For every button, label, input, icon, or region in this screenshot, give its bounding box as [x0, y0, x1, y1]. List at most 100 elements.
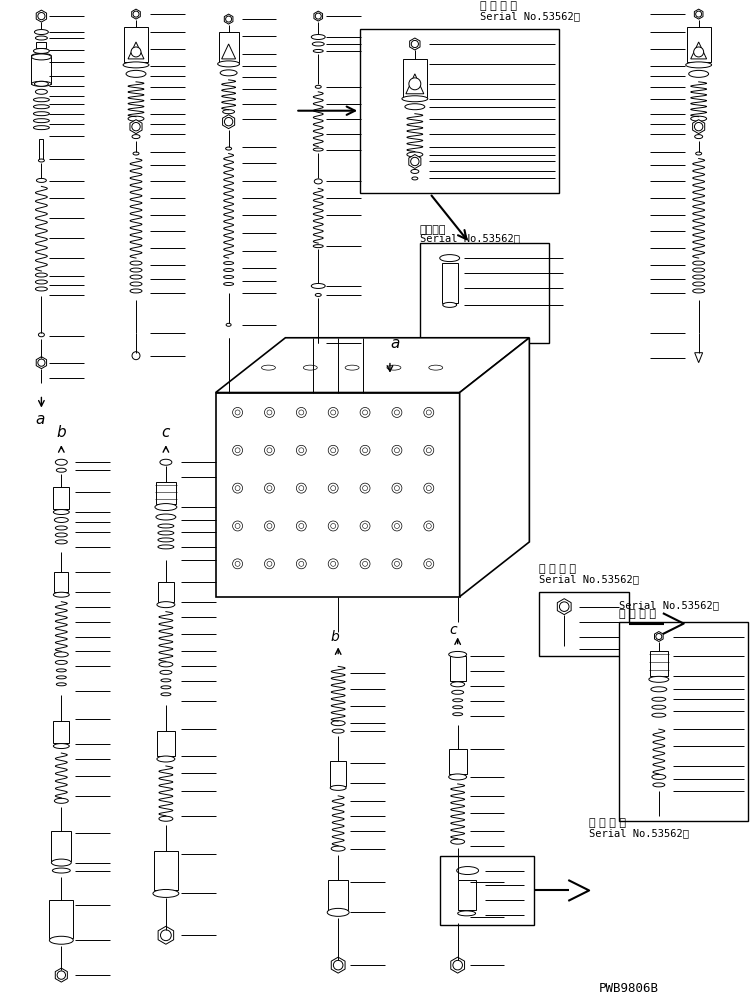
Circle shape: [297, 445, 307, 455]
Bar: [156, 482, 176, 504]
Bar: [458, 880, 476, 910]
Ellipse shape: [33, 105, 49, 109]
Text: PWB9806B: PWB9806B: [599, 982, 659, 995]
Ellipse shape: [52, 868, 70, 873]
Bar: [219, 32, 239, 62]
Ellipse shape: [130, 261, 142, 265]
Ellipse shape: [457, 867, 479, 875]
Ellipse shape: [692, 275, 704, 279]
Text: c: c: [161, 425, 169, 440]
Polygon shape: [451, 957, 464, 973]
Circle shape: [161, 930, 171, 941]
Ellipse shape: [331, 721, 345, 726]
Text: 適 用 号 機: 適 用 号 機: [479, 1, 516, 11]
Ellipse shape: [652, 705, 666, 709]
Ellipse shape: [445, 913, 470, 921]
Ellipse shape: [407, 152, 423, 157]
Text: 適 用 号 機: 適 用 号 機: [589, 818, 626, 828]
Ellipse shape: [405, 104, 425, 110]
Ellipse shape: [330, 785, 346, 790]
Ellipse shape: [223, 282, 233, 285]
Ellipse shape: [691, 116, 707, 121]
Circle shape: [392, 407, 402, 417]
Ellipse shape: [458, 911, 476, 916]
Ellipse shape: [35, 36, 48, 40]
Ellipse shape: [35, 280, 48, 284]
Ellipse shape: [35, 287, 48, 291]
Ellipse shape: [130, 282, 142, 286]
Ellipse shape: [402, 96, 428, 102]
Ellipse shape: [158, 538, 174, 542]
Ellipse shape: [54, 744, 69, 749]
Circle shape: [427, 486, 431, 491]
Polygon shape: [224, 14, 233, 24]
Ellipse shape: [33, 126, 49, 130]
Bar: [51, 831, 71, 861]
Ellipse shape: [32, 54, 51, 60]
Ellipse shape: [448, 651, 467, 657]
Circle shape: [334, 960, 343, 970]
Polygon shape: [314, 11, 322, 21]
Circle shape: [297, 483, 307, 493]
Circle shape: [427, 523, 431, 528]
Ellipse shape: [692, 282, 704, 286]
Bar: [403, 59, 427, 97]
Circle shape: [226, 16, 232, 22]
Circle shape: [267, 410, 272, 415]
Circle shape: [297, 559, 307, 569]
Circle shape: [362, 523, 368, 528]
Circle shape: [264, 559, 274, 569]
Circle shape: [299, 486, 304, 491]
Ellipse shape: [223, 110, 235, 114]
Circle shape: [394, 523, 399, 528]
Polygon shape: [408, 155, 421, 168]
Circle shape: [392, 483, 402, 493]
Bar: [448, 749, 467, 774]
Ellipse shape: [161, 679, 171, 682]
Ellipse shape: [332, 729, 344, 733]
Bar: [216, 393, 460, 597]
Ellipse shape: [316, 85, 321, 88]
Ellipse shape: [35, 30, 48, 35]
Circle shape: [360, 559, 370, 569]
Ellipse shape: [686, 62, 712, 68]
Ellipse shape: [49, 936, 73, 944]
Bar: [539, 592, 629, 656]
Circle shape: [328, 559, 338, 569]
Ellipse shape: [689, 70, 709, 77]
Ellipse shape: [130, 289, 142, 293]
Ellipse shape: [692, 289, 704, 293]
Ellipse shape: [32, 53, 51, 58]
Ellipse shape: [33, 98, 49, 102]
Bar: [54, 572, 68, 592]
Circle shape: [233, 521, 242, 531]
Circle shape: [453, 960, 463, 970]
Polygon shape: [557, 599, 571, 615]
Ellipse shape: [345, 365, 359, 370]
Circle shape: [297, 521, 307, 531]
Ellipse shape: [57, 468, 66, 472]
Circle shape: [132, 122, 140, 131]
Ellipse shape: [55, 660, 67, 664]
Circle shape: [694, 47, 704, 57]
Circle shape: [264, 521, 274, 531]
Circle shape: [224, 117, 233, 126]
Bar: [328, 880, 348, 910]
Bar: [124, 27, 148, 62]
Ellipse shape: [161, 686, 171, 689]
Text: Serial No.53562～: Serial No.53562～: [479, 11, 580, 21]
Ellipse shape: [54, 518, 68, 522]
Circle shape: [57, 971, 66, 979]
Circle shape: [360, 407, 370, 417]
Circle shape: [316, 13, 321, 19]
Circle shape: [424, 483, 434, 493]
Ellipse shape: [453, 699, 463, 702]
Ellipse shape: [652, 774, 666, 779]
Ellipse shape: [692, 261, 704, 265]
Ellipse shape: [311, 35, 325, 40]
Circle shape: [427, 561, 431, 566]
Polygon shape: [36, 10, 47, 22]
Ellipse shape: [652, 713, 666, 717]
Ellipse shape: [160, 670, 172, 674]
Ellipse shape: [39, 333, 45, 337]
